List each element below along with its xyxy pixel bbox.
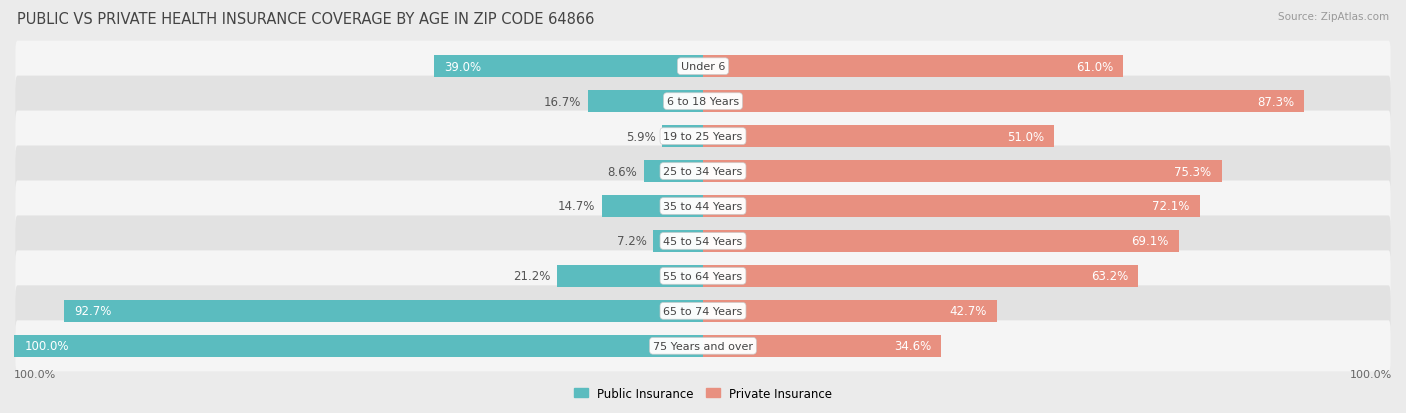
FancyBboxPatch shape bbox=[15, 76, 1391, 127]
Text: 34.6%: 34.6% bbox=[894, 339, 931, 352]
Legend: Public Insurance, Private Insurance: Public Insurance, Private Insurance bbox=[569, 382, 837, 404]
Text: 25 to 34 Years: 25 to 34 Years bbox=[664, 166, 742, 177]
Bar bbox=[434, 56, 703, 78]
Text: 87.3%: 87.3% bbox=[1257, 95, 1294, 108]
Bar bbox=[703, 230, 1180, 252]
Text: 5.9%: 5.9% bbox=[626, 130, 655, 143]
Text: 35 to 44 Years: 35 to 44 Years bbox=[664, 202, 742, 211]
Text: 42.7%: 42.7% bbox=[949, 305, 987, 318]
Bar bbox=[14, 335, 703, 357]
Text: 8.6%: 8.6% bbox=[607, 165, 637, 178]
FancyBboxPatch shape bbox=[15, 320, 1391, 371]
FancyBboxPatch shape bbox=[15, 216, 1391, 267]
Text: 7.2%: 7.2% bbox=[617, 235, 647, 248]
Text: 63.2%: 63.2% bbox=[1091, 270, 1128, 283]
FancyBboxPatch shape bbox=[15, 42, 1391, 93]
Bar bbox=[644, 161, 703, 183]
Bar bbox=[703, 56, 1123, 78]
Text: 61.0%: 61.0% bbox=[1076, 61, 1114, 74]
Text: PUBLIC VS PRIVATE HEALTH INSURANCE COVERAGE BY AGE IN ZIP CODE 64866: PUBLIC VS PRIVATE HEALTH INSURANCE COVER… bbox=[17, 12, 595, 27]
Bar bbox=[703, 91, 1305, 113]
Bar bbox=[65, 300, 703, 322]
Text: 51.0%: 51.0% bbox=[1007, 130, 1045, 143]
Text: 6 to 18 Years: 6 to 18 Years bbox=[666, 97, 740, 107]
Bar bbox=[662, 126, 703, 147]
Text: 39.0%: 39.0% bbox=[444, 61, 482, 74]
Text: 75 Years and over: 75 Years and over bbox=[652, 341, 754, 351]
Text: 14.7%: 14.7% bbox=[557, 200, 595, 213]
Text: 55 to 64 Years: 55 to 64 Years bbox=[664, 271, 742, 281]
Text: 100.0%: 100.0% bbox=[14, 369, 56, 379]
Text: 16.7%: 16.7% bbox=[544, 95, 581, 108]
Bar bbox=[557, 266, 703, 287]
Text: 92.7%: 92.7% bbox=[75, 305, 112, 318]
FancyBboxPatch shape bbox=[15, 181, 1391, 232]
Bar bbox=[703, 266, 1139, 287]
Bar bbox=[654, 230, 703, 252]
FancyBboxPatch shape bbox=[15, 146, 1391, 197]
Bar bbox=[703, 335, 942, 357]
Text: 21.2%: 21.2% bbox=[513, 270, 550, 283]
FancyBboxPatch shape bbox=[15, 286, 1391, 337]
Text: 100.0%: 100.0% bbox=[1350, 369, 1392, 379]
Text: Source: ZipAtlas.com: Source: ZipAtlas.com bbox=[1278, 12, 1389, 22]
Bar bbox=[703, 300, 997, 322]
Bar bbox=[703, 161, 1222, 183]
Text: 75.3%: 75.3% bbox=[1174, 165, 1212, 178]
Text: Under 6: Under 6 bbox=[681, 62, 725, 72]
Text: 100.0%: 100.0% bbox=[24, 339, 69, 352]
Text: 19 to 25 Years: 19 to 25 Years bbox=[664, 132, 742, 142]
Bar bbox=[602, 196, 703, 217]
Bar bbox=[588, 91, 703, 113]
Bar bbox=[703, 196, 1199, 217]
FancyBboxPatch shape bbox=[15, 251, 1391, 302]
Text: 72.1%: 72.1% bbox=[1152, 200, 1189, 213]
Text: 69.1%: 69.1% bbox=[1132, 235, 1168, 248]
Text: 65 to 74 Years: 65 to 74 Years bbox=[664, 306, 742, 316]
Text: 45 to 54 Years: 45 to 54 Years bbox=[664, 236, 742, 247]
Bar bbox=[703, 126, 1054, 147]
FancyBboxPatch shape bbox=[15, 111, 1391, 162]
